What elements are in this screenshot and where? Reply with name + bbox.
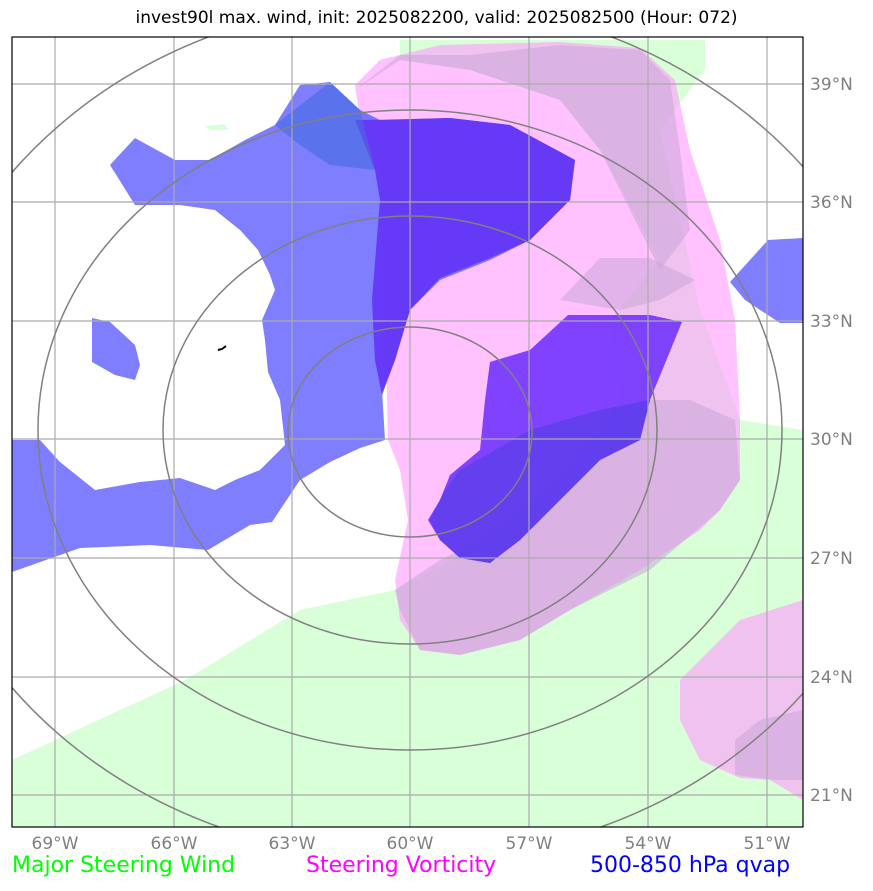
- range-rings: [12, 37, 803, 827]
- bermuda-coastline: [217, 345, 227, 351]
- legend-steering-wind: Major Steering Wind: [12, 853, 236, 878]
- lat-label: 27°N: [810, 549, 853, 569]
- map-title: invest90l max. wind, init: 2025082200, v…: [135, 8, 738, 28]
- lon-label: 60°W: [387, 834, 434, 854]
- lat-label: 33°N: [810, 312, 853, 332]
- lat-label: 21°N: [810, 786, 853, 806]
- lon-label: 54°W: [625, 834, 672, 854]
- graticule: [12, 37, 803, 827]
- lon-label: 66°W: [151, 834, 198, 854]
- longitude-labels: 69°W 66°W 63°W 60°W 57°W 54°W 51°W: [32, 834, 791, 854]
- map-plot-area: [12, 37, 803, 827]
- range-ring-1: [287, 326, 533, 538]
- lon-label: 51°W: [744, 834, 791, 854]
- legend-steering-vorticity: Steering Vorticity: [306, 853, 497, 878]
- plot-frame: [11, 36, 804, 828]
- latitude-labels: 39°N 36°N 33°N 30°N 27°N 24°N 21°N: [810, 75, 853, 806]
- lon-label: 63°W: [269, 834, 316, 854]
- lon-label: 57°W: [506, 834, 553, 854]
- lat-label: 36°N: [810, 193, 853, 213]
- lon-label: 69°W: [32, 834, 79, 854]
- lat-label: 24°N: [810, 668, 853, 688]
- qvap-wind-overlap: [275, 82, 375, 170]
- legend-qvap: 500-850 hPa qvap: [590, 853, 791, 878]
- lat-label: 30°N: [810, 430, 853, 450]
- range-ring-3: [37, 109, 783, 751]
- range-ring-2: [162, 215, 658, 645]
- lat-label: 39°N: [810, 75, 853, 95]
- steering-wind-layer: [12, 40, 803, 827]
